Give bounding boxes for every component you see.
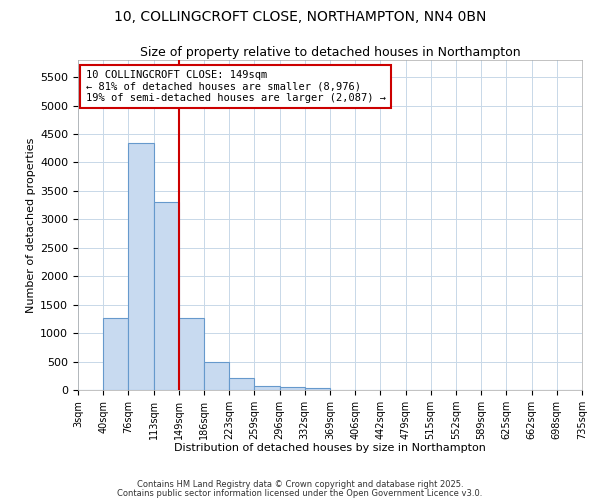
Text: 10, COLLINGCROFT CLOSE, NORTHAMPTON, NN4 0BN: 10, COLLINGCROFT CLOSE, NORTHAMPTON, NN4… <box>114 10 486 24</box>
X-axis label: Distribution of detached houses by size in Northampton: Distribution of detached houses by size … <box>174 444 486 454</box>
Bar <box>254 386 280 390</box>
Bar <box>154 202 179 390</box>
Bar <box>103 318 128 390</box>
Title: Size of property relative to detached houses in Northampton: Size of property relative to detached ho… <box>140 46 520 59</box>
Bar <box>305 388 330 390</box>
Bar <box>229 378 254 390</box>
Text: Contains HM Land Registry data © Crown copyright and database right 2025.: Contains HM Land Registry data © Crown c… <box>137 480 463 489</box>
Bar <box>128 142 154 390</box>
Text: 10 COLLINGCROFT CLOSE: 149sqm
← 81% of detached houses are smaller (8,976)
19% o: 10 COLLINGCROFT CLOSE: 149sqm ← 81% of d… <box>86 70 386 103</box>
Bar <box>280 387 305 390</box>
Bar <box>179 318 204 390</box>
Y-axis label: Number of detached properties: Number of detached properties <box>26 138 36 312</box>
Text: Contains public sector information licensed under the Open Government Licence v3: Contains public sector information licen… <box>118 488 482 498</box>
Bar <box>204 362 229 390</box>
